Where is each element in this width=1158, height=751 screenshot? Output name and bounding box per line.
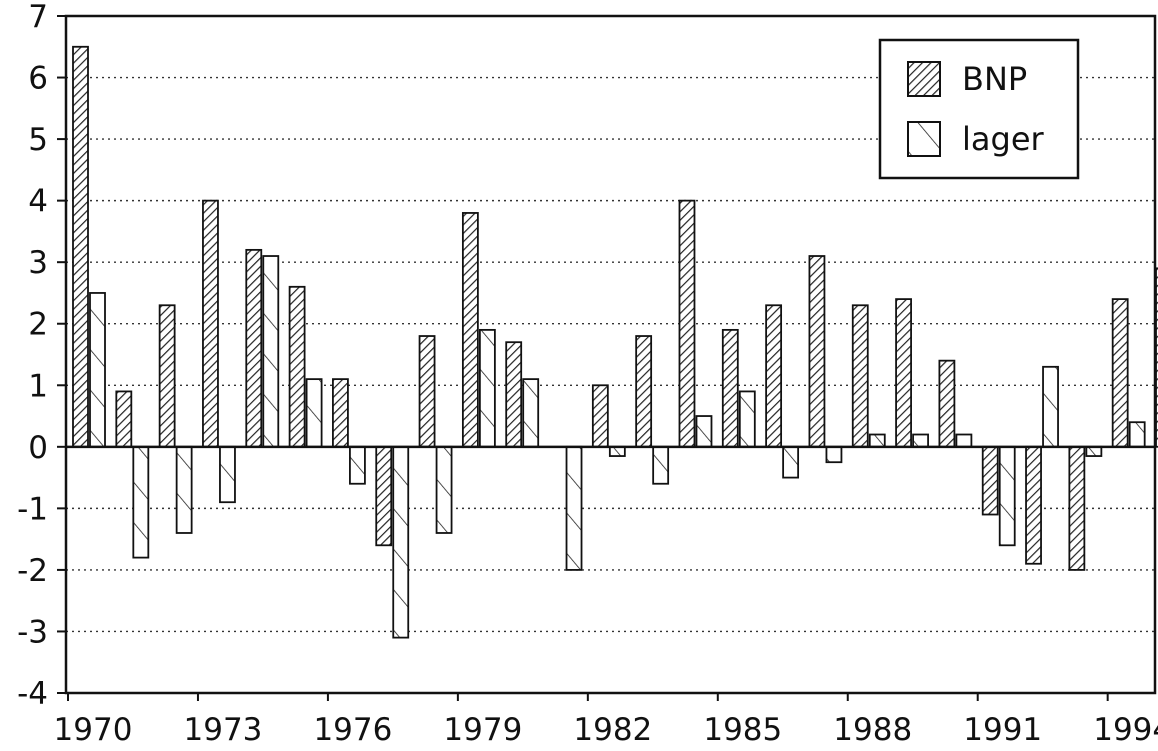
y-tick-label: 4 [28,184,48,220]
y-tick-label: 3 [28,245,48,281]
bar-lager-1971 [132,445,150,559]
bar-lager-1984 [695,415,713,448]
bar-lager-1980 [522,378,540,448]
bar-bnp-1977 [375,445,393,547]
bar-lager-1979 [478,328,496,448]
y-tick-label: 2 [28,307,48,343]
bar-bnp-1989 [895,298,912,448]
x-tick-label: 1970 [54,712,133,747]
legend-label-bnp: BNP [962,60,1027,98]
x-tick-label: 1976 [313,712,392,747]
bar-lager-1977 [392,445,410,639]
bar-bnp-1970 [72,45,89,448]
bar-bnp-1988 [851,304,869,448]
y-tick-labels: 7 6 5 4 3 2 1 0 -1 -2 -3 -4 [17,0,48,712]
bar-bnp-1975 [288,285,306,448]
bar-bnp-1971 [115,390,133,448]
bar-lager-1987 [825,445,843,464]
bar-lager-1975 [305,378,323,448]
bar-bnp-1980 [505,341,523,448]
bar-bnp-1991 [981,445,999,516]
bar-lager-1985 [738,390,756,448]
bar-bnp-1972 [158,304,176,448]
bar-bnp-1985 [721,328,739,448]
bar-bnp-1992 [1025,445,1042,565]
bar-lager-1974 [262,255,280,448]
x-tick-label: 1994 [1093,712,1158,747]
bar-lager-1992 [1042,365,1059,448]
bar-lager-1973 [219,445,236,504]
axes [57,14,1157,701]
bar-bnp-1978 [418,335,436,448]
bar-bnp-1987 [808,255,826,448]
bar-lager-1994 [1128,421,1146,448]
x-tick-label: 1991 [963,712,1042,747]
bar-bnp-1974 [245,248,263,448]
y-tick-label: -2 [17,553,48,589]
x-tick-labels: 1970 1973 1976 1979 1982 1985 1988 1991 1994 [54,712,1158,748]
plot-frame [64,14,1157,695]
legend-label-lager: lager [962,120,1045,158]
bar-lager-1990 [955,433,973,448]
bar-bnp-1983 [635,335,653,448]
bar-bnp-1994 [1111,298,1129,448]
y-tick-label: 0 [28,430,48,466]
bar-lager-1988 [868,433,886,448]
y-tick-label: -4 [17,676,48,712]
y-tick-label: 5 [28,122,48,158]
bar-bnp-1973 [202,199,219,448]
bar-lager-1991 [998,445,1016,547]
bar-bnp-1979 [461,212,479,448]
y-tick-label: -3 [17,614,48,650]
bar-lager-1983 [652,445,670,485]
bar-bnp-1986 [765,304,783,448]
x-tick-label: 1988 [833,712,912,747]
y-tick-label: -1 [17,491,48,527]
bar-bnp-1976 [332,378,349,448]
legend-swatch-bnp [907,61,941,97]
bar-lager-1970 [89,292,106,448]
y-tick-label: 1 [28,368,48,404]
bar-lager-1981 [565,445,583,571]
bar-bnp-1982 [591,384,609,448]
legend-swatch-lager [907,121,941,157]
bar-bnp-1984 [678,199,696,448]
bar-lager-1993 [1085,445,1103,457]
bar-lager-1978 [435,445,453,534]
bar-bnp-1990 [938,359,956,448]
y-tick-label: 7 [28,0,48,35]
y-tick-label: 6 [28,61,48,97]
bar-lager-1982 [608,445,626,457]
bar-lager-1989 [912,433,929,448]
x-tick-label: 1979 [443,712,522,747]
x-tick-label: 1985 [703,712,782,747]
legend: BNP lager [878,38,1080,180]
x-tick-label: 1982 [573,712,652,747]
bar-lager-1976 [349,445,366,485]
bar-bnp-1993 [1068,445,1086,571]
bar-lager-1972 [175,445,193,534]
x-tick-label: 1973 [184,712,263,747]
bar-lager-1986 [782,445,800,479]
